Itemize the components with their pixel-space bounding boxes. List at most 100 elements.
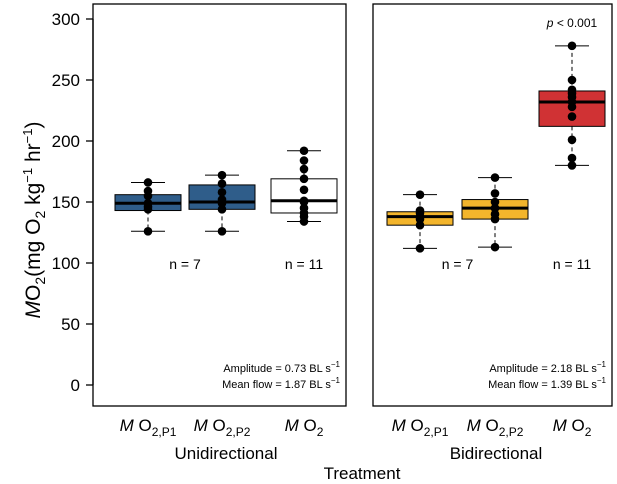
data-point — [299, 146, 309, 156]
x-category-o: O — [208, 416, 226, 435]
data-point — [567, 112, 577, 121]
panel-label: Unidirectional — [175, 444, 278, 463]
y-tick-label: 200 — [52, 132, 80, 151]
annotation-line-1: Amplitude = 2.18 BL s−1 — [489, 360, 606, 375]
x-category-subscript: 2 — [317, 425, 324, 439]
p-value-symbol: p — [546, 16, 554, 30]
x-category-label: M O2,P1 — [392, 416, 449, 439]
box-2 — [461, 173, 529, 252]
x-category-main: M — [467, 416, 482, 435]
x-category-o: O — [567, 416, 585, 435]
box-1 — [114, 178, 182, 236]
x-category-main: M — [120, 416, 135, 435]
data-point — [490, 209, 500, 219]
box-2 — [188, 170, 256, 236]
data-point — [415, 206, 425, 215]
box-3 — [538, 41, 606, 170]
p-value-text: < 0.001 — [553, 16, 597, 30]
data-point — [490, 173, 500, 182]
p-value-label: p < 0.001 — [546, 16, 598, 30]
box-3 — [270, 146, 338, 226]
data-point — [299, 196, 309, 206]
annotation-text: Amplitude = 0.73 BL s — [223, 363, 331, 375]
annotation-line-1: Amplitude = 0.73 BL s−1 — [223, 360, 340, 375]
x-category-label: M O2 — [285, 416, 324, 439]
data-point — [217, 179, 227, 188]
data-point — [217, 170, 227, 180]
annotation-exponent: −1 — [597, 376, 607, 385]
x-category-subscript: 2,P1 — [152, 425, 177, 439]
data-point — [415, 190, 425, 199]
data-point — [567, 41, 577, 51]
data-point — [217, 226, 227, 236]
panel-bidirectional: n = 7 n = 11 p < 0.001 Amplitude = 2.18 BL … — [372, 3, 613, 463]
y-tick-label: 100 — [52, 254, 80, 273]
panel-label: Bidirectional — [450, 444, 543, 463]
y-tick-label: 150 — [52, 193, 80, 212]
annotation-exponent: −1 — [331, 376, 341, 385]
annotation-exponent: −1 — [331, 360, 341, 369]
data-point — [567, 161, 577, 170]
annotation-line-2: Mean flow = 1.87 BL s−1 — [222, 376, 340, 391]
data-point — [490, 189, 500, 198]
x-category-label: M O2,P2 — [194, 416, 251, 439]
x-category-main: M — [553, 416, 568, 435]
data-point — [567, 135, 577, 145]
annotation-text: Mean flow = 1.39 BL s — [488, 379, 597, 391]
data-point — [567, 75, 577, 85]
x-category-main: M — [392, 416, 407, 435]
y-tick-label: 300 — [52, 10, 80, 29]
data-point — [299, 156, 309, 165]
data-point — [490, 242, 500, 252]
sample-size-label: n = 11 — [553, 256, 591, 272]
x-category-label: M O2,P1 — [120, 416, 177, 439]
annotation-line-2: Mean flow = 1.39 BL s−1 — [488, 376, 606, 391]
data-point — [490, 197, 500, 207]
annotation-text: Amplitude = 2.18 BL s — [489, 363, 597, 375]
x-category-subscript: 2,P1 — [424, 425, 449, 439]
data-point — [415, 244, 425, 253]
data-point — [299, 185, 309, 195]
data-point — [415, 220, 425, 230]
sample-size-label: n = 11 — [285, 256, 323, 272]
data-point — [299, 174, 309, 184]
panel-frame — [372, 3, 613, 407]
data-point — [490, 203, 500, 213]
data-point — [143, 186, 153, 196]
data-point — [143, 178, 153, 187]
annotation-exponent: −1 — [597, 360, 607, 369]
y-tick-label: 50 — [61, 315, 80, 334]
data-point — [217, 187, 227, 197]
data-point — [567, 85, 577, 95]
x-category-subscript: 2,P2 — [499, 425, 524, 439]
data-point — [143, 226, 153, 236]
x-category-o: O — [134, 416, 152, 435]
y-tick-label: 250 — [52, 71, 80, 90]
x-axis-title: Treatment — [324, 464, 401, 483]
sample-size-label: n = 7 — [169, 256, 201, 272]
x-category-main: M — [285, 416, 300, 435]
y-axis-title: MO2(mg O2 kg−1 hr−1) — [20, 122, 48, 319]
x-category-o: O — [299, 416, 317, 435]
data-point — [217, 205, 227, 214]
x-category-label: M O2,P2 — [467, 416, 524, 439]
data-point — [299, 164, 309, 174]
data-point — [143, 198, 153, 208]
annotation-text: Mean flow = 1.87 BL s — [222, 379, 331, 391]
x-category-subscript: 2 — [585, 425, 592, 439]
x-category-subscript: 2,P2 — [226, 425, 251, 439]
box-1 — [386, 190, 454, 253]
x-category-main: M — [194, 416, 209, 435]
data-point — [567, 153, 577, 163]
x-category-o: O — [481, 416, 499, 435]
x-category-o: O — [406, 416, 424, 435]
y-axis: 0 50 100 150 200 250 300 — [52, 10, 94, 395]
y-axis-label: MO2(mg O2 kg−1 hr−1) — [20, 122, 48, 319]
x-category-label: M O2 — [553, 416, 592, 439]
data-point — [299, 203, 309, 213]
sample-size-label: n = 7 — [442, 256, 474, 272]
data-point — [217, 195, 227, 204]
y-tick-label: 0 — [71, 376, 80, 395]
